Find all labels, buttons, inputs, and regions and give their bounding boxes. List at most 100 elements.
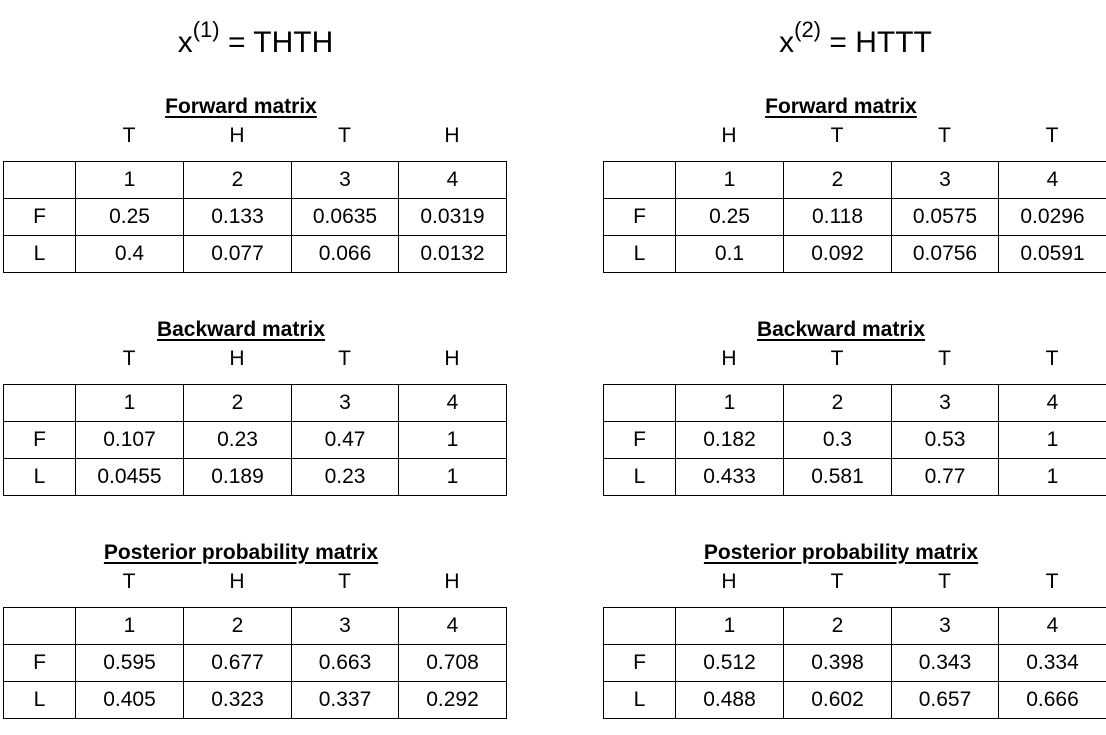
sequence-letter: T	[122, 570, 136, 593]
table-cell: 0.53	[891, 421, 999, 459]
table-cell: 0.107	[75, 421, 184, 459]
table-cell: 0.512	[675, 644, 784, 682]
forward-matrix-title: Forward matrix	[765, 95, 917, 118]
sequence-letter: H	[229, 347, 245, 370]
sequence-equals: = THTH	[227, 26, 334, 59]
column-header: 3	[891, 607, 999, 645]
row-label: F	[3, 198, 76, 236]
table-cell: 0.292	[398, 681, 507, 719]
sequence-letter: T	[1045, 124, 1059, 147]
corner-cell	[603, 161, 676, 199]
forward-matrix-title: Forward matrix	[165, 95, 317, 118]
table-cell: 0.0591	[998, 235, 1106, 273]
sequence-letter: T	[338, 124, 351, 147]
table-row: F 0.107 0.23 0.47 1	[3, 421, 507, 459]
sequence-title: x(2) = HTTT	[603, 14, 1106, 63]
table-cell: 0.118	[783, 198, 892, 236]
row-label: F	[3, 644, 76, 682]
table-cell: 0.47	[291, 421, 399, 459]
table-cell: 0.1	[675, 235, 784, 273]
column-header: 4	[398, 607, 507, 645]
table-cell: 0.677	[183, 644, 292, 682]
table-header-row: 1 2 3 4	[3, 161, 507, 199]
table-cell: 0.092	[783, 235, 892, 273]
table-cell: 1	[398, 421, 507, 459]
table-cell: 0.657	[891, 681, 999, 719]
table-row: L 0.1 0.092 0.0756 0.0591	[603, 235, 1106, 273]
row-label: F	[3, 421, 76, 459]
column-header: 1	[75, 161, 184, 199]
table-cell: 0.0132	[398, 235, 507, 273]
sequence-letter: H	[444, 570, 460, 593]
table-cell: 0.398	[783, 644, 892, 682]
table-row: F 0.182 0.3 0.53 1	[603, 421, 1106, 459]
column-header: 2	[183, 607, 292, 645]
table-header-row: 1 2 3 4	[603, 384, 1106, 422]
posterior-matrix-table: 1 2 3 4 F 0.595 0.677 0.663 0.708 L 0.40…	[3, 607, 507, 719]
table-cell: 1	[998, 421, 1106, 459]
sequence-letter: H	[444, 124, 460, 147]
row-label: L	[603, 235, 676, 273]
row-label: F	[603, 198, 676, 236]
table-cell: 0.25	[675, 198, 784, 236]
corner-cell	[603, 607, 676, 645]
sequence-letter: T	[122, 124, 136, 147]
table-header-row: 1 2 3 4	[3, 607, 507, 645]
forward-matrix-table: 1 2 3 4 F 0.25 0.133 0.0635 0.0319 L 0.4…	[3, 161, 507, 273]
backward-matrix-table: 1 2 3 4 F 0.182 0.3 0.53 1 L 0.433 0.581…	[603, 384, 1106, 496]
sequence-index: (1)	[192, 17, 220, 42]
table-cell: 0.77	[891, 458, 999, 496]
sequence-var: x	[177, 26, 193, 59]
column-header: 2	[183, 161, 292, 199]
sequence-header-row: T H T H	[3, 122, 508, 150]
backward-matrix-title: Backward matrix	[156, 318, 326, 341]
corner-cell	[3, 384, 76, 422]
table-cell: 0.0635	[291, 198, 399, 236]
sequence-letter: T	[1045, 570, 1059, 593]
sequence-letter: H	[721, 124, 737, 147]
sequence-letter: T	[338, 570, 351, 593]
table-cell: 0.405	[75, 681, 184, 719]
sequence-letter: T	[938, 124, 951, 147]
table-row: L 0.405 0.323 0.337 0.292	[3, 681, 507, 719]
table-row: L 0.488 0.602 0.657 0.666	[603, 681, 1106, 719]
sequence-header-row: H T T T	[603, 568, 1106, 596]
sequence-title: x(1) = THTH	[3, 14, 508, 63]
table-cell: 0.3	[783, 421, 892, 459]
table-row: F 0.512 0.398 0.343 0.334	[603, 644, 1106, 682]
table-cell: 0.182	[675, 421, 784, 459]
sequence-letter: H	[229, 570, 245, 593]
row-label: L	[3, 681, 76, 719]
sequence-index: (2)	[794, 17, 822, 42]
column-header: 4	[398, 384, 507, 422]
column-header: 3	[291, 161, 399, 199]
sequence-letter: T	[1045, 347, 1059, 370]
posterior-matrix-title: Posterior probability matrix	[103, 541, 379, 564]
row-label: L	[3, 235, 76, 273]
column-header: 2	[783, 607, 892, 645]
table-cell: 0.23	[291, 458, 399, 496]
sequence-letter: T	[830, 347, 844, 370]
sequence-letter: H	[721, 570, 737, 593]
table-cell: 1	[398, 458, 507, 496]
table-cell: 1	[998, 458, 1106, 496]
table-row: F 0.595 0.677 0.663 0.708	[3, 644, 507, 682]
column-header: 1	[675, 161, 784, 199]
table-cell: 0.708	[398, 644, 507, 682]
column-header: 1	[75, 384, 184, 422]
table-cell: 0.433	[675, 458, 784, 496]
table-header-row: 1 2 3 4	[603, 161, 1106, 199]
sequence-letter: T	[938, 570, 951, 593]
table-cell: 0.0575	[891, 198, 999, 236]
table-cell: 0.602	[783, 681, 892, 719]
backward-matrix-table: 1 2 3 4 F 0.107 0.23 0.47 1 L 0.0455 0.1…	[3, 384, 507, 496]
column-header: 4	[998, 607, 1106, 645]
table-row: L 0.4 0.077 0.066 0.0132	[3, 235, 507, 273]
sequence-header-row: H T T T	[603, 345, 1106, 373]
sequence-letter: T	[830, 124, 844, 147]
sequence-letter: H	[444, 347, 460, 370]
posterior-matrix-table: 1 2 3 4 F 0.512 0.398 0.343 0.334 L 0.48…	[603, 607, 1106, 719]
sequence-header-row: T H T H	[3, 345, 508, 373]
table-cell: 0.066	[291, 235, 399, 273]
column-header: 1	[675, 384, 784, 422]
